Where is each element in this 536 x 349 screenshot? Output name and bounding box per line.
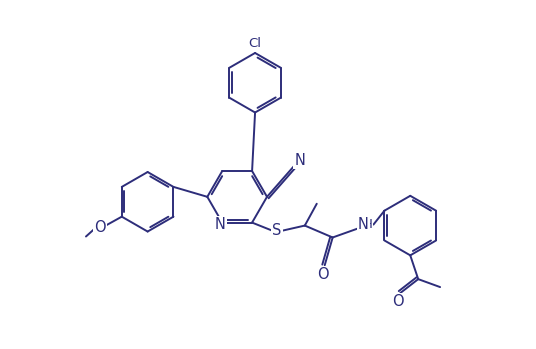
Text: H: H xyxy=(362,218,373,231)
Text: N: N xyxy=(215,217,226,232)
Text: O: O xyxy=(392,295,404,310)
Text: O: O xyxy=(94,220,106,235)
Text: Cl: Cl xyxy=(249,37,262,50)
Text: S: S xyxy=(272,223,281,238)
Text: N: N xyxy=(358,217,369,232)
Text: O: O xyxy=(317,267,329,282)
Text: N: N xyxy=(294,153,306,168)
